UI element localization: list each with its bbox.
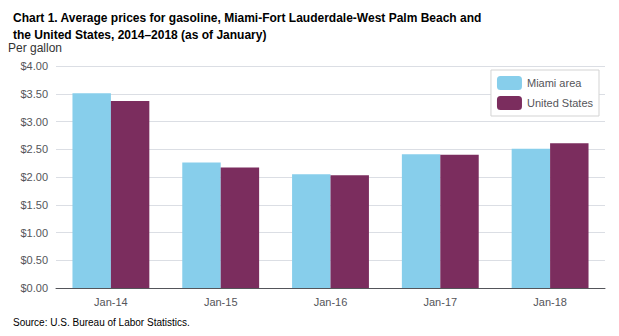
- svg-text:$2.50: $2.50: [20, 143, 48, 155]
- svg-text:$3.50: $3.50: [20, 88, 48, 100]
- svg-text:Jan-14: Jan-14: [94, 296, 128, 308]
- svg-text:the United States, 2014–2018 (: the United States, 2014–2018 (as of Janu…: [13, 28, 266, 42]
- svg-text:Source: U.S. Bureau of Labor S: Source: U.S. Bureau of Labor Statistics.: [13, 317, 190, 328]
- svg-text:$1.00: $1.00: [20, 227, 48, 239]
- svg-text:Jan-18: Jan-18: [533, 296, 567, 308]
- svg-text:Per gallon: Per gallon: [8, 41, 62, 55]
- svg-text:Miami area: Miami area: [527, 77, 582, 89]
- svg-text:Jan-15: Jan-15: [204, 296, 238, 308]
- svg-text:$3.00: $3.00: [20, 116, 48, 128]
- svg-text:Chart 1. Average prices for ga: Chart 1. Average prices for gasoline, Mi…: [13, 11, 481, 25]
- svg-text:$1.50: $1.50: [20, 199, 48, 211]
- svg-text:$2.00: $2.00: [20, 171, 48, 183]
- svg-text:$0.50: $0.50: [20, 254, 48, 266]
- svg-text:$0.00: $0.00: [20, 282, 48, 294]
- svg-text:Jan-16: Jan-16: [314, 296, 348, 308]
- svg-text:Jan-17: Jan-17: [423, 296, 457, 308]
- svg-text:United States: United States: [527, 97, 594, 109]
- svg-text:$4.00: $4.00: [20, 60, 48, 72]
